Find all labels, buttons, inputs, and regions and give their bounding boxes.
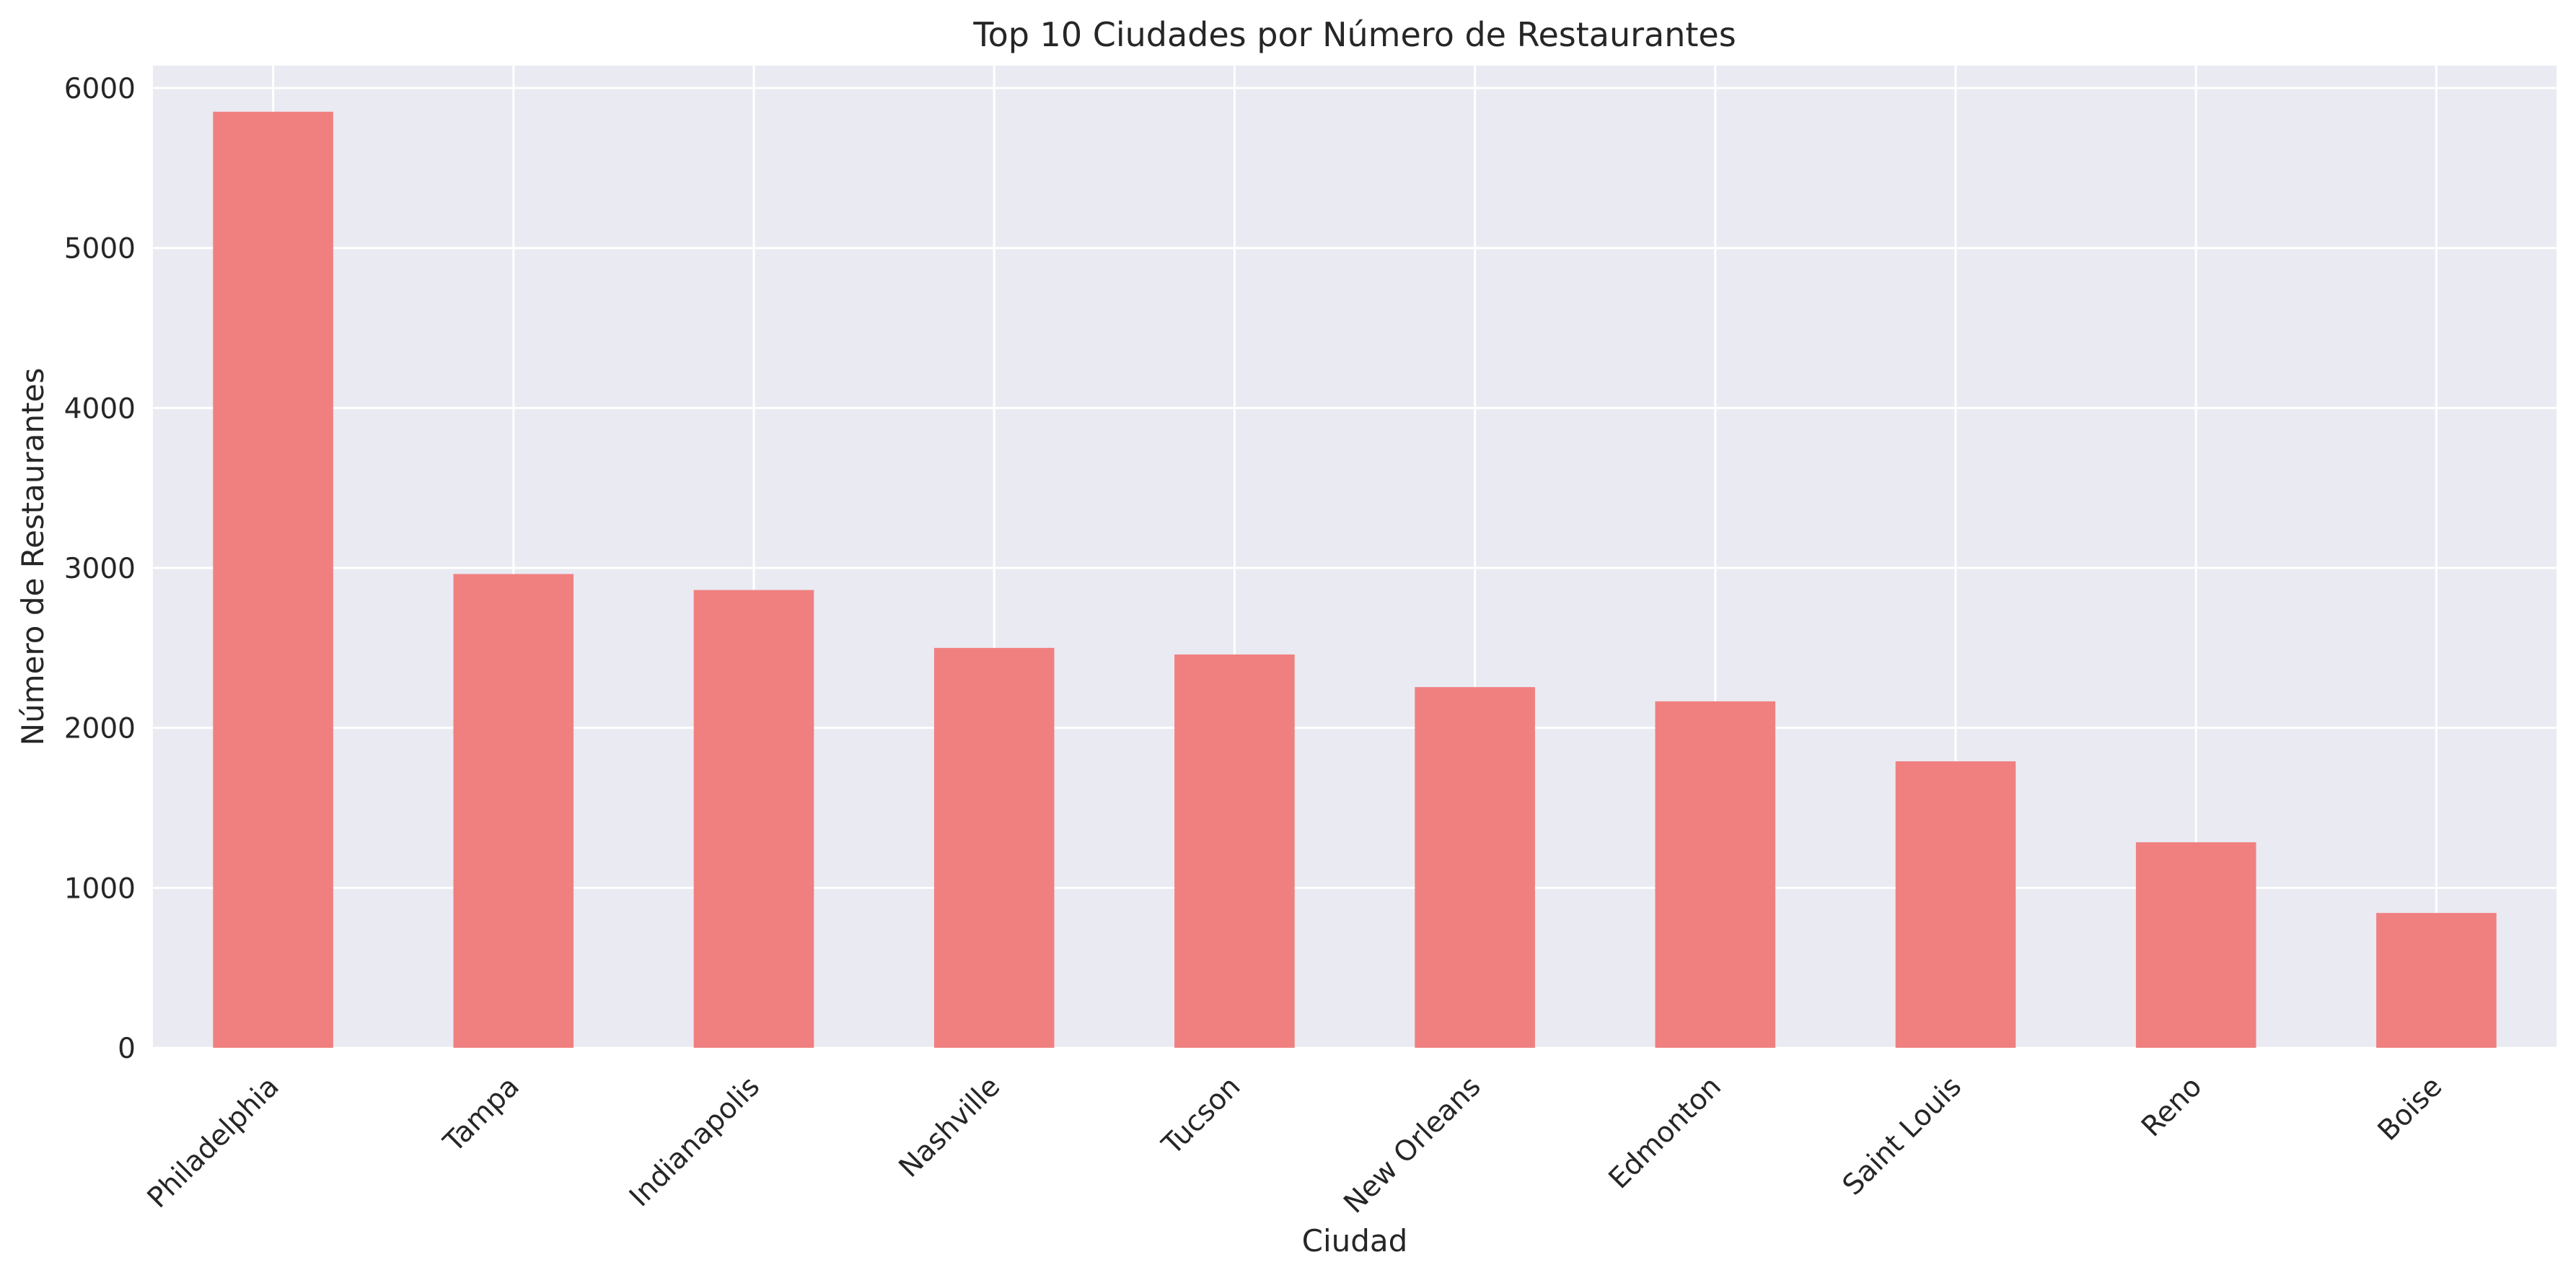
x-axis-label: Ciudad	[1302, 1223, 1408, 1259]
y-tick-label: 3000	[64, 553, 136, 585]
y-axis-ticks: 0 1000 2000 3000 4000 5000 6000	[64, 73, 136, 1065]
y-tick-label: 4000	[64, 393, 136, 425]
bar-indianapolis	[693, 590, 814, 1048]
y-tick-label: 6000	[64, 73, 136, 105]
bar-tampa	[453, 574, 574, 1048]
chart-title: Top 10 Ciudades por Número de Restaurant…	[972, 15, 1736, 54]
bar-boise	[2376, 913, 2497, 1048]
y-tick-label: 1000	[64, 872, 136, 905]
bars	[213, 111, 2497, 1049]
bar-new-orleans	[1415, 687, 1535, 1048]
bar-tucson	[1174, 654, 1295, 1048]
bar-reno	[2135, 842, 2256, 1048]
bar-nashville	[933, 647, 1055, 1048]
y-tick-label: 2000	[64, 713, 136, 745]
bar-saint-louis	[1895, 761, 2016, 1048]
y-axis-label: Número de Restaurantes	[15, 368, 50, 746]
y-tick-label: 0	[118, 1033, 136, 1065]
bar-philadelphia	[213, 111, 333, 1049]
bar-edmonton	[1655, 701, 1776, 1048]
y-tick-label: 5000	[64, 233, 136, 266]
